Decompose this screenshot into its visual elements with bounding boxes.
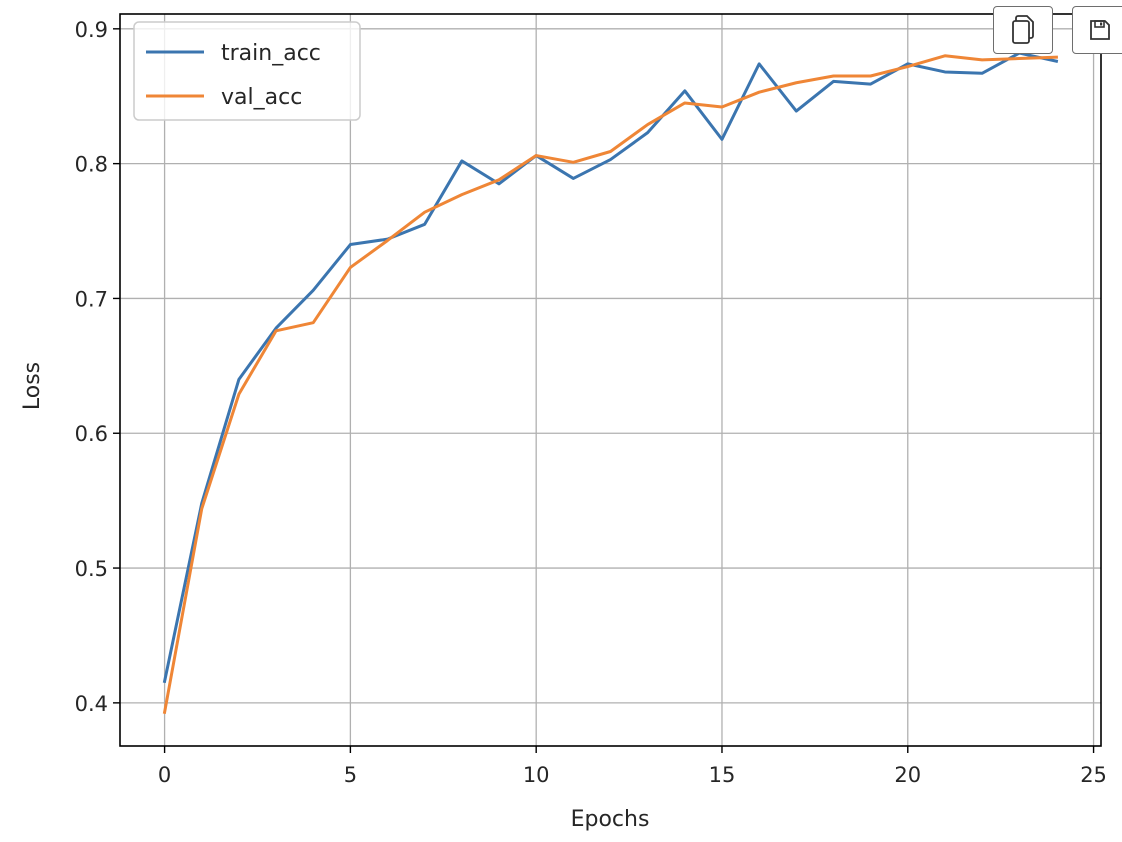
grid-lines [120, 14, 1101, 746]
series-line-train-acc [162, 51, 1059, 684]
x-axis-label: Epochs [571, 807, 650, 832]
legend-label-val-acc: val_acc [221, 85, 302, 110]
plot-frame [119, 13, 1102, 747]
copy-icon [1012, 15, 1034, 44]
save-button[interactable] [1072, 6, 1122, 54]
y-tick-label: 0.5 [75, 557, 108, 581]
x-tick-label: 15 [709, 763, 736, 787]
x-tick-label: 0 [158, 763, 171, 787]
x-tick-label: 10 [523, 763, 550, 787]
copy-button[interactable] [993, 6, 1053, 54]
legend: train_acc val_acc [133, 21, 361, 121]
save-icon [1090, 20, 1110, 40]
series-line-val-acc [162, 54, 1058, 715]
series-lines [162, 51, 1059, 715]
axes-frame [119, 13, 1102, 747]
x-tick-label: 20 [894, 763, 921, 787]
y-tick-label: 0.7 [75, 287, 108, 311]
axis-ticks: 0 5 10 15 20 25 0.4 0.5 0.6 0.7 0.8 0.9 [75, 18, 1107, 787]
y-tick-label: 0.8 [75, 153, 108, 177]
legend-label-train-acc: train_acc [221, 41, 321, 66]
y-tick-label: 0.4 [75, 692, 108, 716]
x-tick-label: 5 [344, 763, 357, 787]
x-tick-label: 25 [1080, 763, 1107, 787]
y-tick-label: 0.6 [75, 422, 108, 446]
y-tick-label: 0.9 [75, 18, 108, 42]
y-axis-label: Loss [20, 362, 45, 410]
